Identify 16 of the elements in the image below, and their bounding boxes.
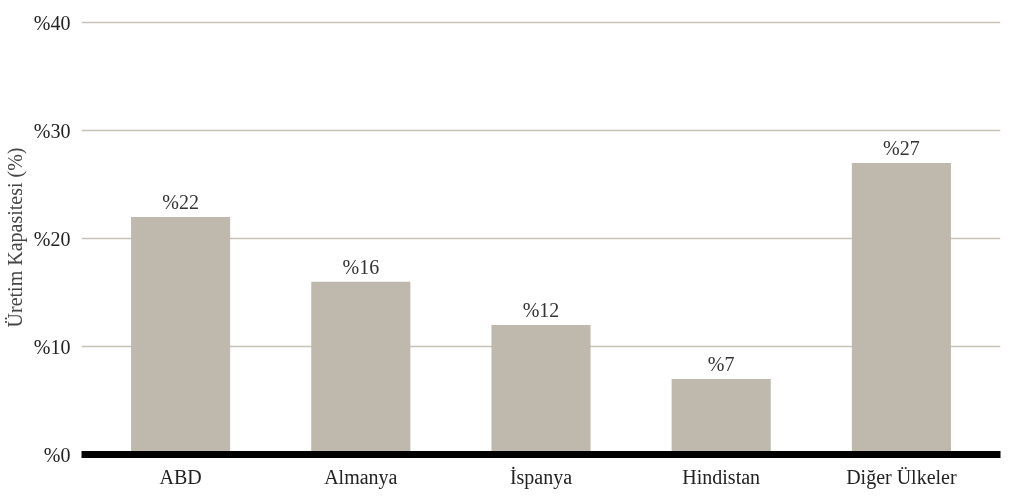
data-label: %12 xyxy=(522,298,560,321)
y-tick-label: %30 xyxy=(33,119,71,142)
x-tick-label: Hindistan xyxy=(682,465,761,488)
x-tick-label: ABD xyxy=(159,465,202,488)
y-tick-label: %20 xyxy=(33,227,71,250)
y-axis-title: Üretim Kapasitesi (%) xyxy=(3,147,27,328)
y-tick-label: %10 xyxy=(33,335,71,358)
data-label: %27 xyxy=(883,137,920,160)
x-tick-label: İspanya xyxy=(509,465,573,489)
data-label: %22 xyxy=(162,190,199,213)
x-tick-label: Diğer Ülkeler xyxy=(846,465,957,489)
data-label: %16 xyxy=(342,255,380,278)
data-label: %7 xyxy=(707,352,735,375)
x-tick-label: Almanya xyxy=(324,465,398,489)
y-tick-label: %0 xyxy=(43,443,71,466)
y-tick-label: %40 xyxy=(33,11,71,34)
